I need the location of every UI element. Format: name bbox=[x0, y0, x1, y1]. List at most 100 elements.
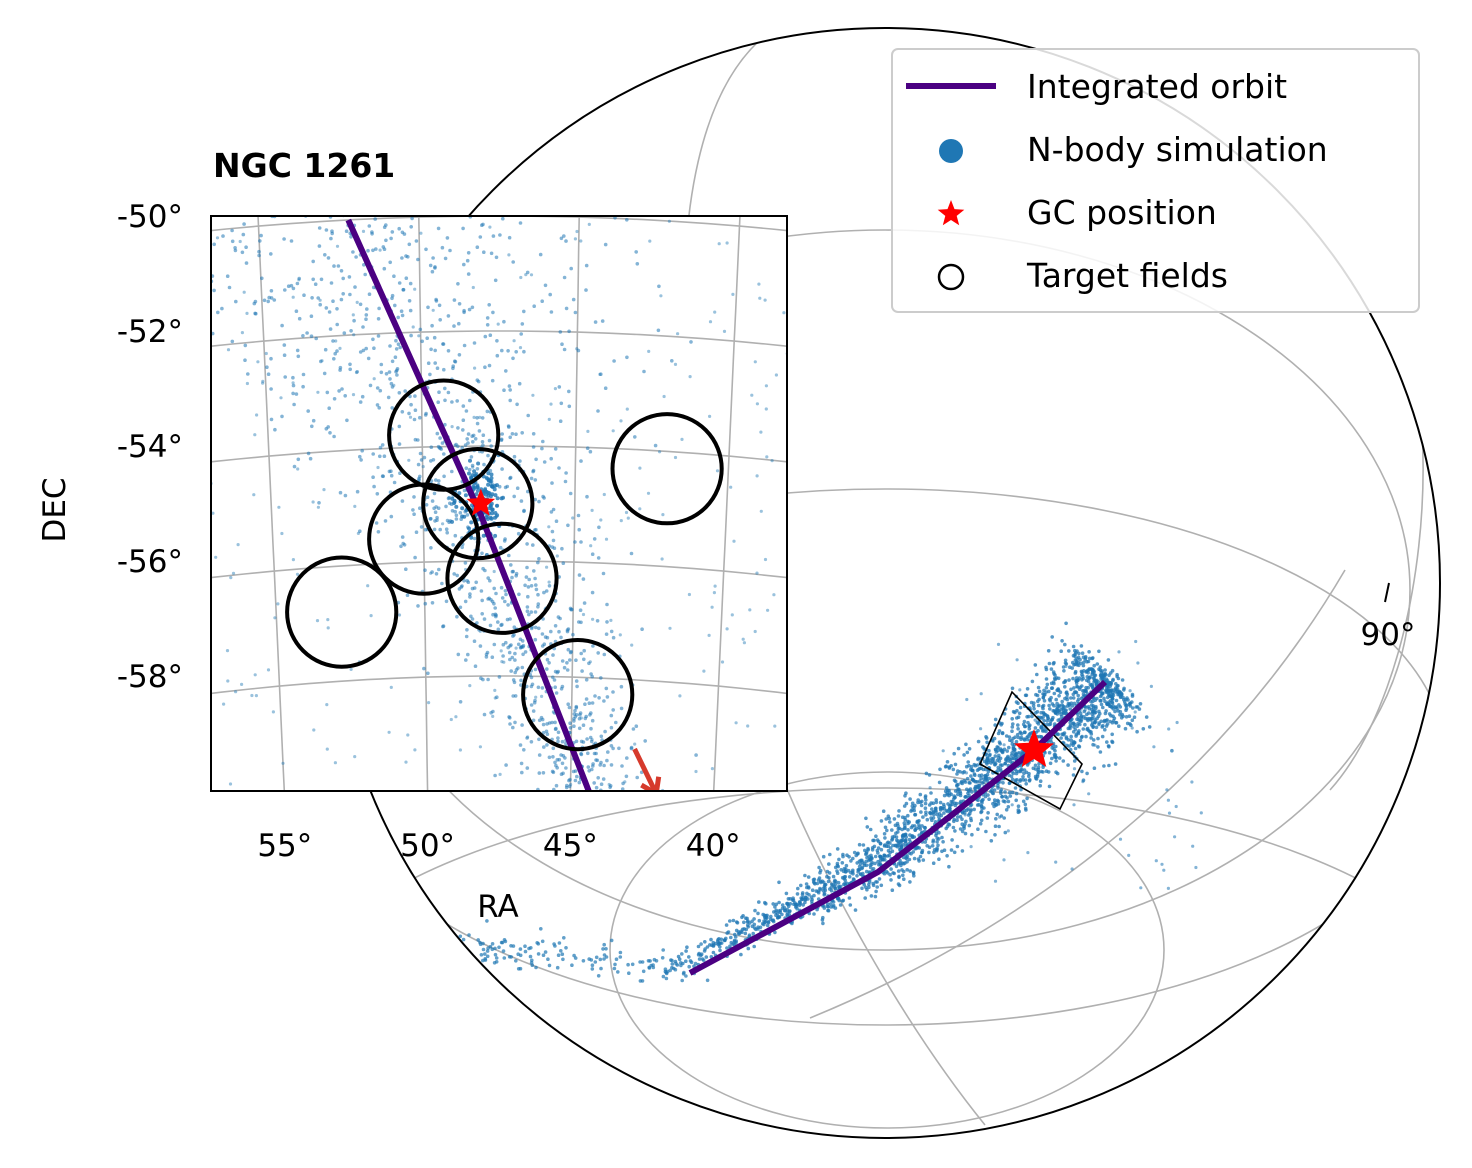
nbody-particle bbox=[755, 474, 759, 478]
nbody-particle bbox=[1160, 862, 1164, 866]
nbody-particle bbox=[913, 828, 917, 832]
nbody-particle bbox=[850, 870, 855, 874]
nbody-particle bbox=[525, 542, 529, 546]
nbody-particle bbox=[503, 485, 508, 490]
nbody-particle bbox=[305, 331, 309, 335]
nbody-particle bbox=[460, 506, 465, 511]
nbody-particle bbox=[980, 798, 984, 803]
nbody-particle bbox=[764, 913, 768, 918]
nbody-particle bbox=[547, 755, 552, 760]
nbody-particle bbox=[800, 892, 805, 897]
nbody-particle bbox=[551, 755, 555, 759]
nbody-particle bbox=[531, 393, 535, 397]
nbody-particle bbox=[452, 298, 457, 302]
nbody-particle bbox=[490, 507, 495, 512]
nbody-particle bbox=[611, 690, 615, 694]
nbody-particle bbox=[1069, 687, 1073, 692]
nbody-particle bbox=[508, 435, 512, 440]
nbody-particle bbox=[265, 365, 269, 370]
nbody-particle bbox=[418, 327, 423, 332]
nbody-particle bbox=[596, 651, 600, 655]
nbody-particle bbox=[1071, 721, 1076, 725]
nbody-particle bbox=[1089, 699, 1093, 704]
nbody-particle bbox=[753, 629, 757, 634]
nbody-particle bbox=[1045, 682, 1050, 687]
nbody-particle bbox=[753, 360, 757, 364]
legend-entry: GC position bbox=[937, 193, 1217, 232]
nbody-particle bbox=[540, 446, 544, 451]
nbody-particle bbox=[566, 647, 571, 652]
nbody-particle bbox=[967, 793, 971, 798]
nbody-particle bbox=[1035, 672, 1039, 677]
nbody-particle bbox=[540, 644, 545, 648]
nbody-particle bbox=[490, 492, 495, 497]
nbody-particle bbox=[561, 561, 566, 565]
nbody-particle bbox=[545, 635, 550, 640]
nbody-particle bbox=[923, 840, 928, 844]
nbody-particle bbox=[476, 461, 481, 466]
nbody-particle bbox=[243, 358, 247, 363]
nbody-particle bbox=[553, 447, 558, 451]
nbody-particle bbox=[525, 565, 529, 570]
nbody-particle bbox=[897, 875, 901, 880]
nbody-particle bbox=[457, 321, 461, 326]
nbody-particle bbox=[991, 739, 995, 743]
nbody-particle bbox=[594, 751, 598, 756]
nbody-particle bbox=[772, 910, 776, 914]
nbody-particle bbox=[713, 941, 718, 946]
nbody-particle bbox=[366, 356, 371, 361]
nbody-particle bbox=[538, 252, 543, 257]
nbody-particle bbox=[338, 365, 343, 370]
y-axis-label: DEC bbox=[37, 477, 73, 542]
nbody-particle bbox=[964, 742, 968, 747]
nbody-particle bbox=[1042, 718, 1046, 723]
nbody-particle bbox=[1073, 662, 1078, 667]
nbody-particle bbox=[577, 716, 582, 721]
nbody-particle bbox=[327, 310, 332, 314]
nbody-particle bbox=[325, 390, 330, 395]
nbody-particle bbox=[676, 954, 681, 959]
nbody-particle bbox=[240, 250, 245, 255]
nbody-particle bbox=[568, 721, 572, 725]
nbody-particle bbox=[399, 309, 404, 314]
nbody-particle bbox=[317, 244, 322, 248]
legend-label: Target fields bbox=[1026, 256, 1228, 295]
x-tick-label: 50° bbox=[400, 828, 455, 864]
nbody-particle bbox=[773, 724, 777, 728]
nbody-particle bbox=[756, 925, 760, 929]
nbody-particle bbox=[568, 658, 572, 662]
nbody-particle bbox=[588, 449, 593, 454]
nbody-particle bbox=[965, 697, 969, 702]
nbody-particle bbox=[689, 340, 693, 344]
nbody-particle bbox=[518, 221, 523, 225]
nbody-particle bbox=[378, 445, 383, 450]
nbody-particle bbox=[883, 825, 888, 830]
nbody-particle bbox=[282, 353, 287, 358]
nbody-particle bbox=[765, 923, 770, 928]
nbody-particle bbox=[540, 939, 545, 944]
nbody-particle bbox=[806, 897, 810, 901]
nbody-particle bbox=[527, 946, 531, 951]
nbody-particle bbox=[432, 491, 437, 496]
nbody-particle bbox=[625, 407, 629, 411]
nbody-particle bbox=[554, 726, 558, 731]
inset-dec-gridline bbox=[211, 216, 787, 232]
nbody-particle bbox=[1074, 681, 1079, 686]
nbody-particle bbox=[1061, 704, 1065, 709]
nbody-particle bbox=[1099, 702, 1104, 707]
nbody-particle bbox=[602, 942, 606, 947]
nbody-particle bbox=[545, 565, 549, 569]
nbody-particle bbox=[465, 513, 470, 517]
nbody-particle bbox=[828, 902, 833, 906]
nbody-particle bbox=[1034, 776, 1038, 781]
nbody-particle bbox=[577, 573, 582, 577]
nbody-particle bbox=[1093, 679, 1098, 683]
nbody-particle bbox=[500, 432, 505, 436]
nbody-particle bbox=[1051, 670, 1056, 674]
nbody-particle bbox=[967, 823, 972, 828]
nbody-particle bbox=[230, 239, 235, 244]
nbody-particle bbox=[753, 908, 757, 913]
nbody-particle bbox=[822, 906, 827, 910]
nbody-particle bbox=[426, 361, 431, 366]
nbody-particle bbox=[214, 555, 218, 559]
